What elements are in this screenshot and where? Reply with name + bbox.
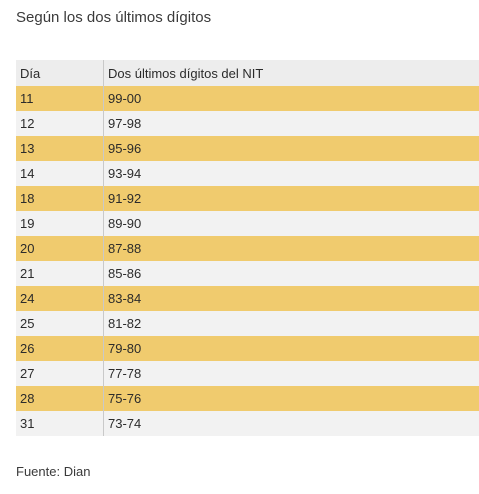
table-body: 11 99-00 12 97-98 13 95-96 14 93-94 18 91-92 19 89-… bbox=[16, 86, 479, 436]
cell-dia: 25 bbox=[20, 316, 35, 331]
table-row: 24 83-84 bbox=[16, 286, 479, 311]
cell-digitos: 85-86 bbox=[103, 261, 479, 286]
table-row: 26 79-80 bbox=[16, 336, 479, 361]
source-footer: Fuente: Dian bbox=[16, 464, 91, 479]
table-row: 28 75-76 bbox=[16, 386, 479, 411]
cell-dia: 26 bbox=[20, 341, 35, 356]
cell-dia: 31 bbox=[20, 416, 35, 431]
cell-dia: 12 bbox=[20, 116, 35, 131]
cell-digitos: 79-80 bbox=[103, 336, 479, 361]
cell-digitos: 99-00 bbox=[103, 86, 479, 111]
cell-dia: 14 bbox=[20, 166, 35, 181]
table-row: 27 77-78 bbox=[16, 361, 479, 386]
cell-digitos: 97-98 bbox=[103, 111, 479, 136]
cell-digitos: 87-88 bbox=[103, 236, 479, 261]
table-header-row: Día Dos últimos dígitos del NIT bbox=[16, 60, 479, 86]
cell-dia: 13 bbox=[20, 141, 35, 156]
cell-digitos: 73-74 bbox=[103, 411, 479, 436]
cell-digitos: 75-76 bbox=[103, 386, 479, 411]
table-row: 13 95-96 bbox=[16, 136, 479, 161]
table-row: 25 81-82 bbox=[16, 311, 479, 336]
cell-digitos: 95-96 bbox=[103, 136, 479, 161]
table-row: 18 91-92 bbox=[16, 186, 479, 211]
table-row: 31 73-74 bbox=[16, 411, 479, 436]
cell-digitos: 77-78 bbox=[103, 361, 479, 386]
cell-dia: 21 bbox=[20, 266, 35, 281]
cell-digitos: 91-92 bbox=[103, 186, 479, 211]
column-header-dia: Día bbox=[20, 65, 41, 81]
cell-digitos: 89-90 bbox=[103, 211, 479, 236]
table-row: 14 93-94 bbox=[16, 161, 479, 186]
cell-digitos: 81-82 bbox=[103, 311, 479, 336]
column-header-digitos: Dos últimos dígitos del NIT bbox=[103, 60, 479, 86]
cell-dia: 11 bbox=[20, 91, 34, 106]
cell-dia: 19 bbox=[20, 216, 35, 231]
table-row: 19 89-90 bbox=[16, 211, 479, 236]
table-row: 12 97-98 bbox=[16, 111, 479, 136]
table-row: 11 99-00 bbox=[16, 86, 479, 111]
cell-digitos: 83-84 bbox=[103, 286, 479, 311]
cell-dia: 27 bbox=[20, 366, 35, 381]
table-row: 20 87-88 bbox=[16, 236, 479, 261]
cell-dia: 18 bbox=[20, 191, 35, 206]
page-title: Según los dos últimos dígitos bbox=[16, 9, 212, 26]
cell-dia: 28 bbox=[20, 391, 35, 406]
cell-dia: 24 bbox=[20, 291, 35, 306]
table-row: 21 85-86 bbox=[16, 261, 479, 286]
nit-schedule-table: Día Dos últimos dígitos del NIT 11 99-00 1… bbox=[16, 60, 479, 436]
cell-dia: 20 bbox=[20, 241, 35, 256]
cell-digitos: 93-94 bbox=[103, 161, 479, 186]
